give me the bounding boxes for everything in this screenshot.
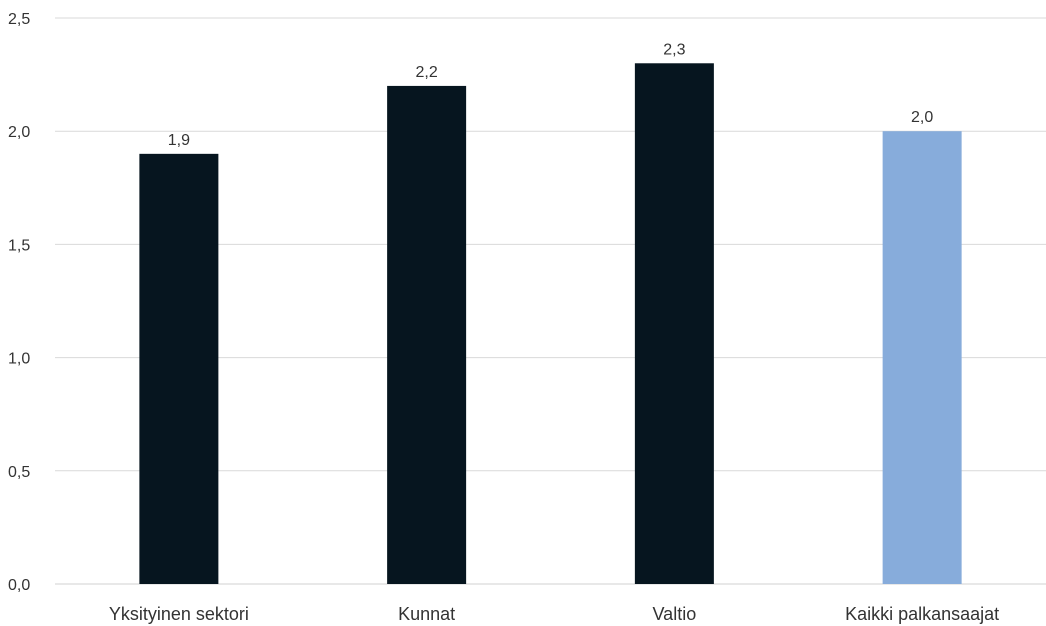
x-category-label: Kaikki palkansaajat [845, 604, 999, 624]
bar [387, 85, 467, 585]
y-tick-label: 0,5 [8, 464, 30, 481]
x-axis-category-labels: Yksityinen sektori Kunnat Valtio Kaikki pal… [109, 604, 999, 624]
data-label: 1,9 [168, 132, 190, 149]
grid-lines [55, 17, 1046, 585]
y-tick-label: 2,5 [8, 11, 30, 28]
bars [139, 63, 962, 585]
x-category-label: Valtio [653, 604, 697, 624]
y-tick-label: 0,0 [8, 577, 30, 594]
y-tick-label: 1,0 [8, 351, 30, 368]
y-tick-label: 1,5 [8, 237, 30, 254]
data-label: 2,0 [911, 109, 933, 126]
y-tick-label: 2,0 [8, 124, 30, 141]
bar [139, 153, 219, 584]
data-label: 2,2 [416, 64, 438, 81]
bar [882, 131, 962, 584]
data-label: 2,3 [663, 41, 685, 58]
y-axis-tick-labels: 0,0 0,5 1,0 1,5 2,0 2,5 [8, 11, 30, 594]
data-labels: 1,9 2,2 2,3 2,0 [168, 41, 934, 149]
x-category-label: Yksityinen sektori [109, 604, 249, 624]
bar [634, 63, 714, 584]
x-category-label: Kunnat [398, 604, 455, 624]
